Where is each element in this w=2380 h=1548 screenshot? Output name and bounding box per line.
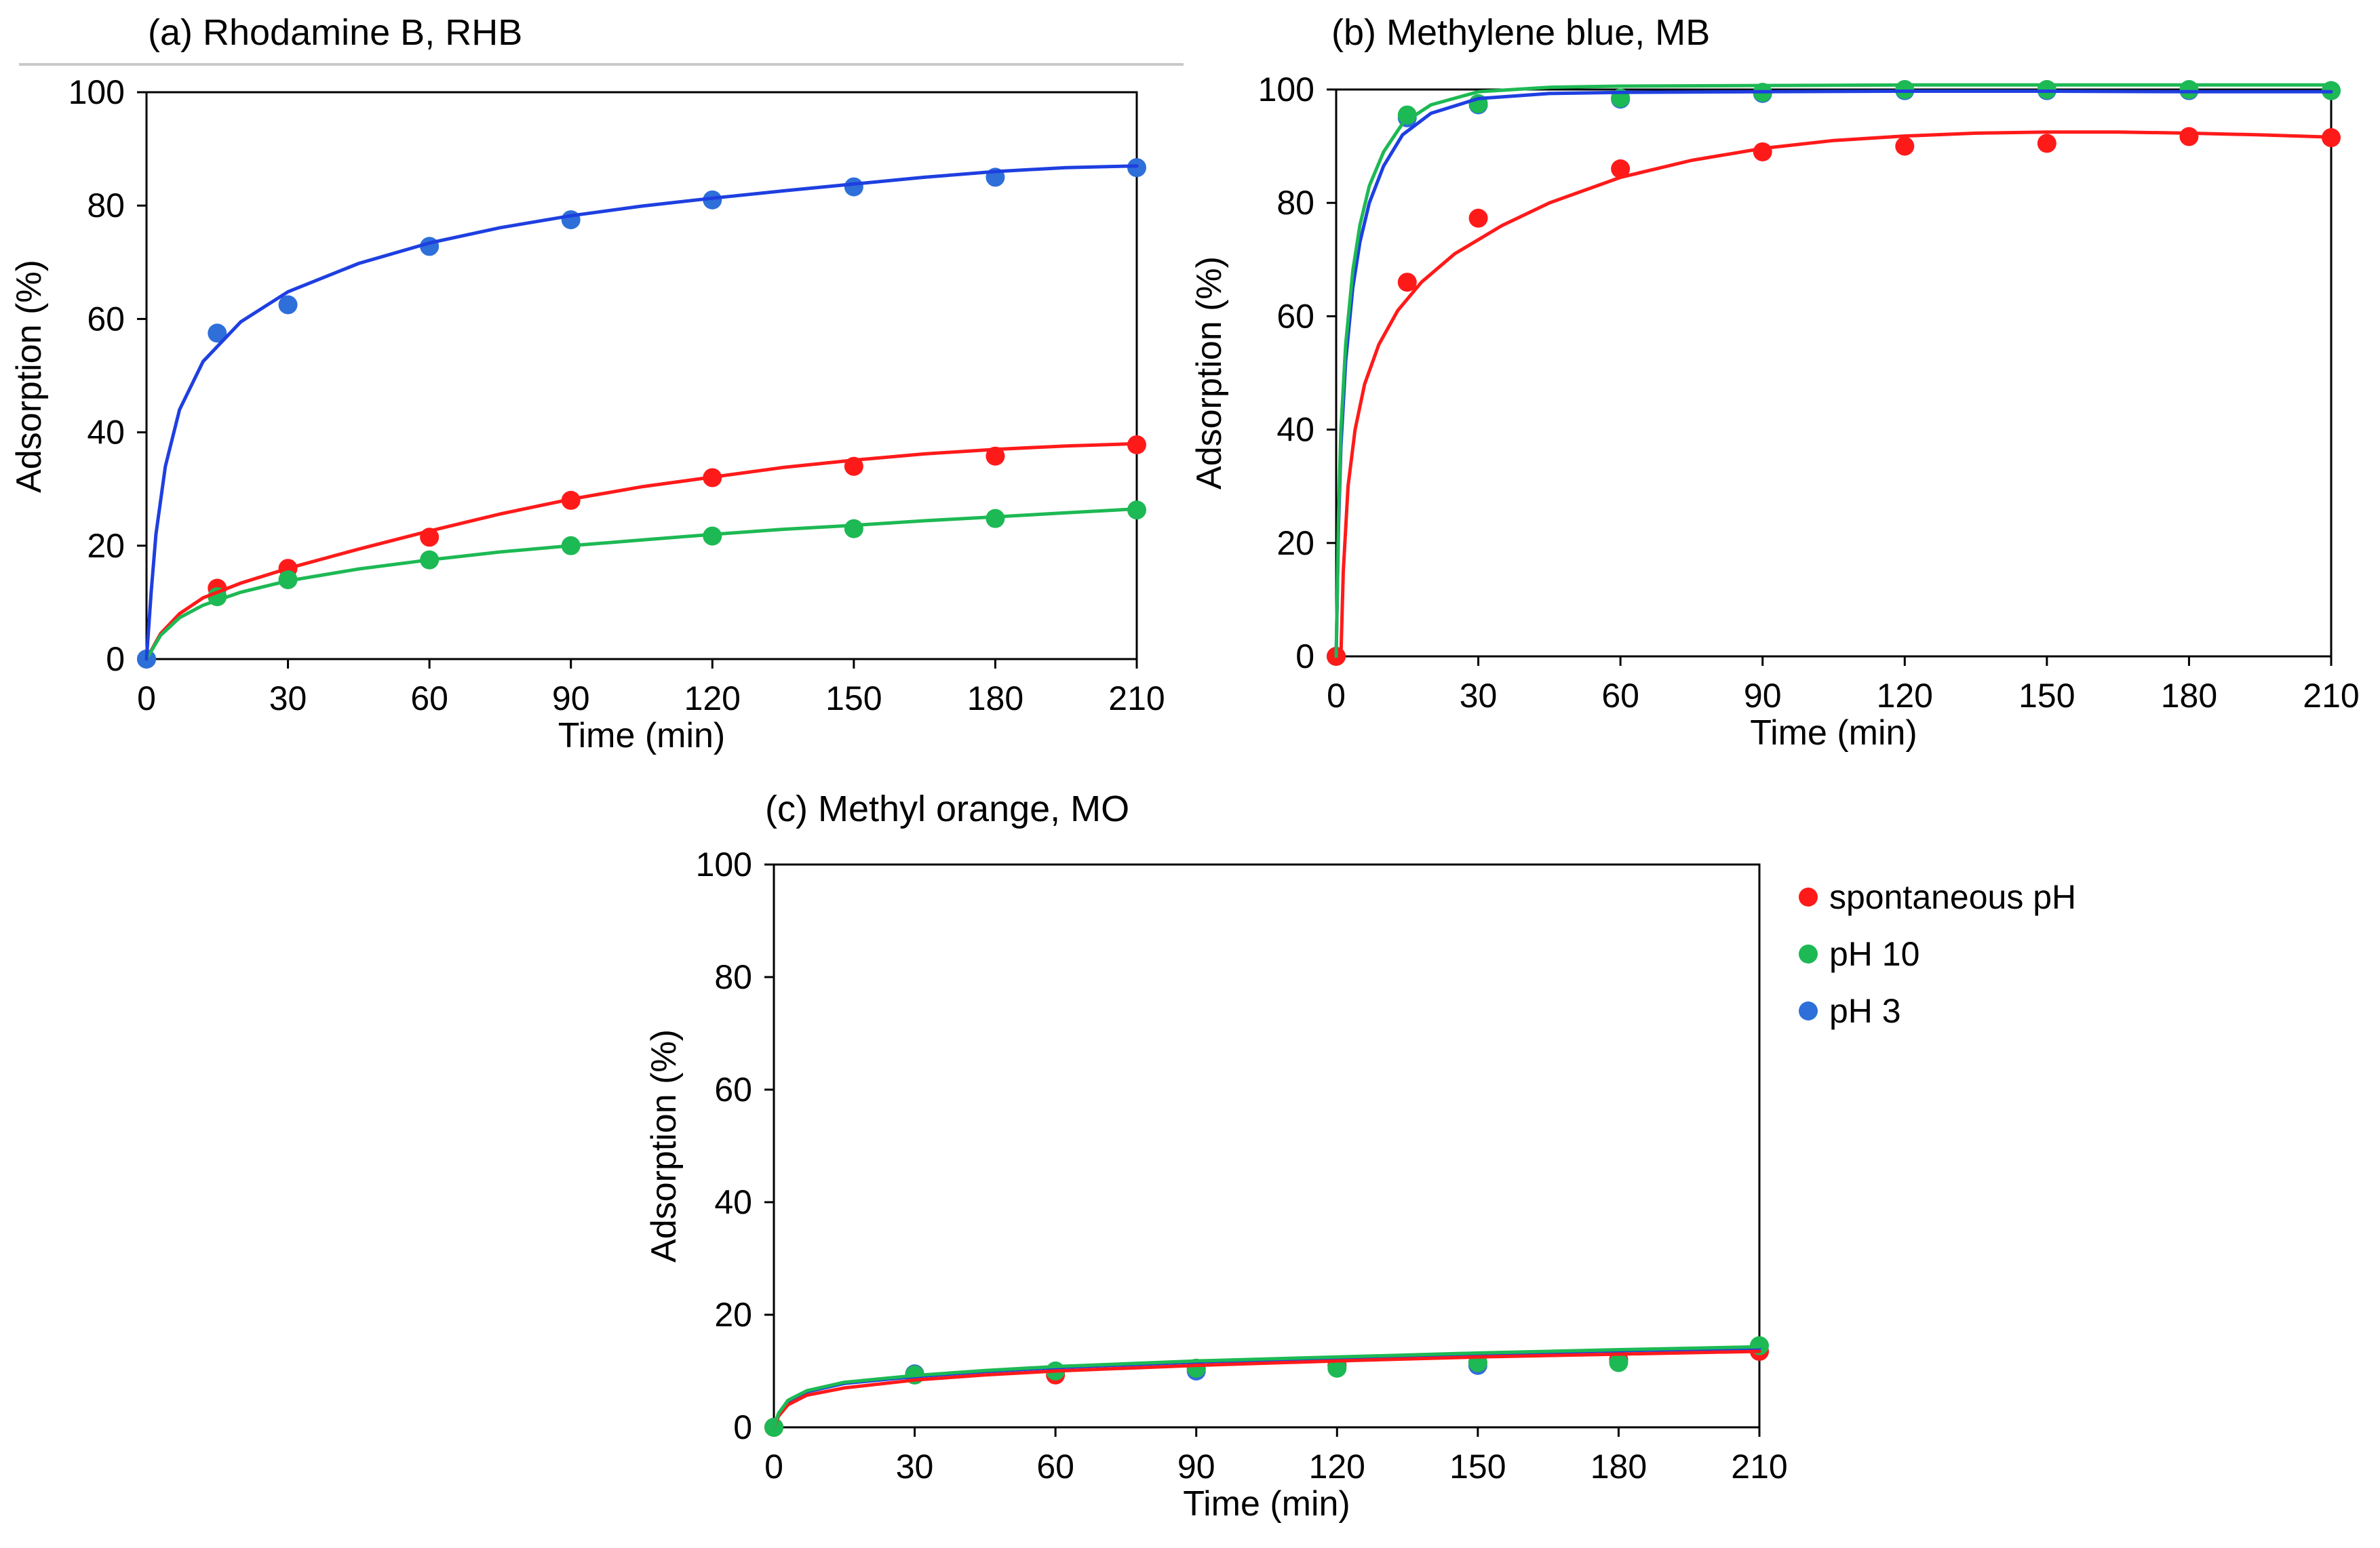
panel-c-ytick-label-20: 20	[714, 1296, 752, 1334]
panel-c-ytick-label-0: 0	[733, 1408, 752, 1446]
panel-c-xaxis-label: Time (min)	[1183, 1484, 1350, 1524]
panel-a-point-ph3-15	[208, 323, 227, 343]
panel-b-ytick-label-60: 60	[1276, 297, 1314, 335]
panel-b-point-ph10-150	[2037, 80, 2056, 99]
legend-label-ph3: pH 3	[1829, 992, 1901, 1030]
panel-b-xtick-label-90: 90	[1744, 677, 1782, 715]
panel-a-fit-line-spontaneous	[144, 441, 1139, 661]
panel-b-plot-frame	[1335, 88, 2333, 658]
panel-c-xtick-label-30: 30	[896, 1448, 934, 1486]
panel-b-ytick-label-20: 20	[1276, 524, 1314, 562]
panel-c-plot-frame	[773, 863, 1761, 1429]
panel-b-methylene-blue: (b) Methylene blue, MB 0 30 60 90 120 150 180 2…	[1190, 12, 2360, 753]
panel-b-point-spontaneous-15	[1397, 273, 1417, 292]
panel-a-xtick-label-180: 180	[967, 679, 1023, 717]
panel-b-yaxis-label: Adsorption (%)	[1190, 256, 1229, 490]
panel-b-point-spontaneous-60	[1611, 159, 1631, 179]
panel-c-xtick-label-150: 150	[1449, 1448, 1506, 1486]
panel-b-point-ph10-15	[1397, 105, 1417, 125]
panel-a-xtick-label-30: 30	[269, 679, 307, 717]
panel-c-methyl-orange: (c) Methyl orange, MO 0 30 60 90 120 150 180 21…	[644, 789, 1788, 1524]
panel-c-point-ph10-120	[1327, 1358, 1347, 1378]
panel-b-point-ph10-180	[2179, 80, 2199, 99]
panel-c-ytick-label-100: 100	[696, 846, 752, 884]
panel-b-title: (b) Methylene blue, MB	[1331, 12, 1710, 53]
panel-c-xtick-label-180: 180	[1591, 1448, 1647, 1486]
panel-c-xtick-label-0: 0	[764, 1448, 783, 1486]
panel-c-title: (c) Methyl orange, MO	[765, 789, 1129, 829]
panel-a-point-ph3-150	[844, 177, 863, 197]
panel-b-point-spontaneous-180	[2179, 127, 2199, 146]
panel-c-ytick-label-40: 40	[714, 1183, 752, 1221]
panel-a-title: (a) Rhodamine B, RHB	[148, 12, 522, 53]
panel-a-xaxis-label: Time (min)	[558, 716, 726, 755]
panel-b-point-spontaneous-30	[1468, 208, 1488, 228]
legend-marker-spontaneous	[1799, 888, 1818, 907]
panel-a-point-spontaneous-180	[986, 446, 1005, 466]
panel-c-point-ph10-180	[1609, 1353, 1628, 1372]
panel-b-ytick-label-40: 40	[1276, 411, 1314, 449]
panel-a-ytick-label-60: 60	[87, 300, 125, 338]
panel-a-ytick-label-20: 20	[87, 527, 125, 565]
panel-b-xaxis-label: Time (min)	[1750, 713, 1917, 753]
panel-a-point-ph3-120	[703, 190, 722, 210]
panel-b-fit-line-ph3	[1334, 90, 2333, 658]
panel-b-point-spontaneous-120	[1895, 136, 1915, 156]
panel-a-xtick-label-0: 0	[137, 679, 156, 717]
panel-b-xtick-label-0: 0	[1327, 677, 1346, 715]
panel-b-ytick-label-0: 0	[1295, 637, 1314, 675]
panel-a-ytick-label-0: 0	[106, 640, 125, 678]
panel-b-point-ph10-120	[1895, 80, 1915, 99]
legend-label-ph10: pH 10	[1829, 935, 1919, 973]
panel-a-xtick-label-60: 60	[410, 679, 448, 717]
panel-a-ytick-label-100: 100	[69, 73, 125, 111]
panel-c-xtick-label-120: 120	[1309, 1448, 1365, 1486]
panel-a-xtick-label-90: 90	[552, 679, 590, 717]
panel-c-xtick-label-60: 60	[1036, 1448, 1074, 1486]
panel-c-ytick-label-60: 60	[714, 1071, 752, 1109]
panel-a-fit-line-ph3	[144, 164, 1139, 661]
panel-a-fit-line-ph10	[144, 507, 1139, 661]
panel-b-xtick-label-120: 120	[1877, 677, 1933, 715]
panel-b-fit-line-spontaneous	[1339, 130, 2333, 658]
legend-label-spontaneous: spontaneous pH	[1829, 878, 2076, 916]
panel-b-xtick-label-180: 180	[2161, 677, 2217, 715]
legend-marker-ph3	[1799, 1001, 1818, 1020]
panel-a-xtick-label-120: 120	[684, 679, 741, 717]
panel-b-ytick-label-100: 100	[1258, 71, 1314, 108]
panel-a-rhodamine-b: (a) Rhodamine B, RHB 0 30 60 90 120 150 180 210…	[9, 12, 1165, 755]
panel-a-yaxis-label: Adsorption (%)	[9, 260, 49, 493]
panel-c-ytick-label-80: 80	[714, 958, 752, 996]
panel-c-fit-line-spontaneous	[772, 1349, 1761, 1429]
panel-a-point-ph10-150	[844, 519, 863, 538]
panel-b-ytick-label-80: 80	[1276, 184, 1314, 222]
panel-a-xtick-label-150: 150	[825, 679, 882, 717]
panel-a-xtick-label-210: 210	[1108, 679, 1165, 717]
panel-a-ytick-label-80: 80	[87, 186, 125, 224]
panel-b-xtick-label-150: 150	[2018, 677, 2075, 715]
panel-b-xtick-label-30: 30	[1460, 677, 1498, 715]
panel-b-xtick-label-60: 60	[1601, 677, 1639, 715]
panel-b-point-spontaneous-150	[2037, 134, 2056, 153]
panel-a-point-ph3-90	[561, 210, 581, 230]
panel-b-xtick-label-210: 210	[2303, 677, 2359, 715]
panel-b-point-spontaneous-90	[1753, 142, 1772, 161]
panel-b-fit-line-ph10	[1334, 83, 2333, 658]
panel-a-plot-frame	[145, 91, 1138, 660]
legend: spontaneous pH pH 10 pH 3	[1799, 878, 2076, 1030]
panel-c-yaxis-label: Adsorption (%)	[644, 1029, 684, 1263]
panel-c-xtick-label-90: 90	[1177, 1448, 1215, 1486]
panel-a-ytick-label-40: 40	[87, 414, 125, 452]
panel-c-fit-line-ph10	[772, 1345, 1761, 1429]
legend-marker-ph10	[1799, 945, 1818, 964]
panel-a-point-ph3-30	[278, 295, 298, 315]
panel-c-xtick-label-210: 210	[1731, 1448, 1787, 1486]
